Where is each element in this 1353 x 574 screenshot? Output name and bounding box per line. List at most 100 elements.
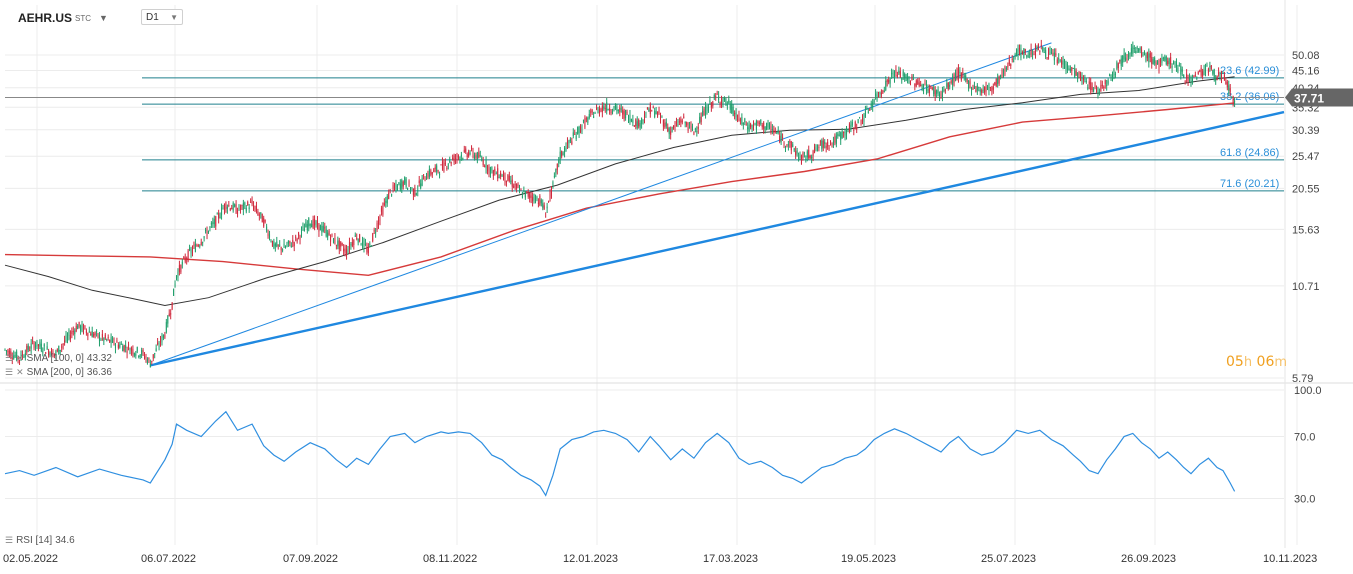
candle-body (421, 178, 423, 186)
candle-body (335, 244, 337, 246)
close-icon[interactable]: ✕ (16, 367, 24, 377)
candle-body (440, 164, 442, 166)
candle-body (254, 206, 256, 208)
candle-body (709, 100, 711, 103)
candle-body (604, 107, 606, 110)
candle-body (120, 343, 122, 345)
candle-body (699, 116, 701, 124)
candle-body (1018, 48, 1020, 52)
candle-body (705, 106, 707, 116)
candle-body (667, 127, 669, 132)
candle-body (126, 351, 128, 353)
candle-body (434, 167, 436, 169)
candle-body (112, 338, 114, 343)
rsi-legend[interactable]: ☰ RSI [14] 34.6 (5, 535, 75, 546)
candle-body (155, 348, 157, 352)
candle-body (133, 353, 135, 356)
close-icon[interactable]: ✕ (16, 353, 24, 363)
candle-body (784, 146, 786, 148)
candle-body (654, 110, 656, 118)
candle-body (713, 94, 715, 99)
timeframe-dropdown[interactable]: D1 ▼ (141, 9, 183, 25)
candle-body (52, 351, 54, 357)
candle-body (77, 325, 79, 330)
candle-body (132, 348, 134, 354)
candle-body (628, 116, 630, 122)
candle-body (145, 356, 147, 359)
candle-body (768, 123, 771, 128)
sma100-legend[interactable]: ☰ ✕ SMA [100, 0] 43.32 (5, 353, 112, 364)
candle-body (469, 153, 471, 155)
candle-body (1228, 85, 1230, 91)
candle-body (722, 99, 724, 104)
candle-body (1049, 50, 1051, 54)
candle-body (629, 114, 631, 123)
candle-body (489, 167, 491, 175)
candle-body (401, 180, 403, 189)
candle-body (154, 352, 156, 355)
candle-body (645, 116, 647, 118)
candle-body (728, 99, 730, 103)
candle-body (665, 121, 667, 127)
candle-body (219, 216, 221, 218)
candle-body (792, 144, 794, 148)
candle-body (7, 350, 9, 353)
candle-body (530, 195, 532, 198)
candle-body (129, 350, 131, 354)
candle-body (42, 351, 44, 353)
y-tick-label: 25.47 (1292, 151, 1320, 163)
candle-body (78, 321, 80, 327)
candle-body (337, 240, 339, 247)
candle-body (302, 226, 304, 228)
candle-body (395, 183, 397, 188)
candle-body (53, 353, 55, 355)
menu-icon[interactable]: ☰ (5, 367, 14, 377)
candle-body (382, 206, 384, 215)
candle-body (24, 353, 26, 357)
candle-body (187, 250, 189, 261)
candle-body (152, 354, 154, 359)
candle-body (795, 151, 797, 156)
candle-body (417, 190, 419, 192)
candle-body (1154, 57, 1156, 64)
candle-body (657, 111, 659, 117)
candle-body (392, 185, 394, 189)
candle-body (577, 127, 579, 135)
candle-body (997, 77, 999, 84)
candle-body (835, 135, 837, 144)
candle-body (697, 127, 699, 129)
candle-body (354, 235, 356, 237)
candle-body (1014, 54, 1016, 58)
candle-body (1090, 82, 1092, 91)
candle-body (487, 165, 489, 172)
candle-body (600, 109, 602, 111)
candle-body (620, 108, 622, 110)
candle-body (277, 244, 279, 246)
candle-body (518, 188, 521, 191)
candle-body (888, 79, 890, 83)
menu-icon[interactable]: ☰ (5, 353, 14, 363)
candle-body (1202, 71, 1204, 77)
symbol-selector[interactable]: AEHR.US STC ▼ (18, 8, 108, 28)
symbol-name: AEHR.US (18, 11, 73, 25)
menu-icon[interactable]: ☰ (5, 535, 14, 545)
candle-body (98, 334, 100, 342)
candle-body (917, 80, 919, 84)
candle-body (902, 71, 904, 77)
candle-body (14, 355, 16, 357)
candle-body (250, 201, 252, 203)
candle-body (97, 333, 99, 338)
candle-body (418, 180, 420, 184)
sma200-legend[interactable]: ☰ ✕ SMA [200, 0] 36.36 (5, 367, 112, 378)
candle-body (398, 182, 400, 184)
candle-body (266, 226, 268, 231)
candle-body (952, 76, 954, 86)
chevron-down-icon[interactable]: ▼ (99, 13, 108, 23)
candle-body (212, 222, 214, 225)
candle-body (170, 313, 172, 315)
candle-body (815, 144, 817, 148)
candle-body (181, 261, 183, 265)
candle-body (1165, 56, 1167, 65)
candle-body (972, 87, 974, 90)
